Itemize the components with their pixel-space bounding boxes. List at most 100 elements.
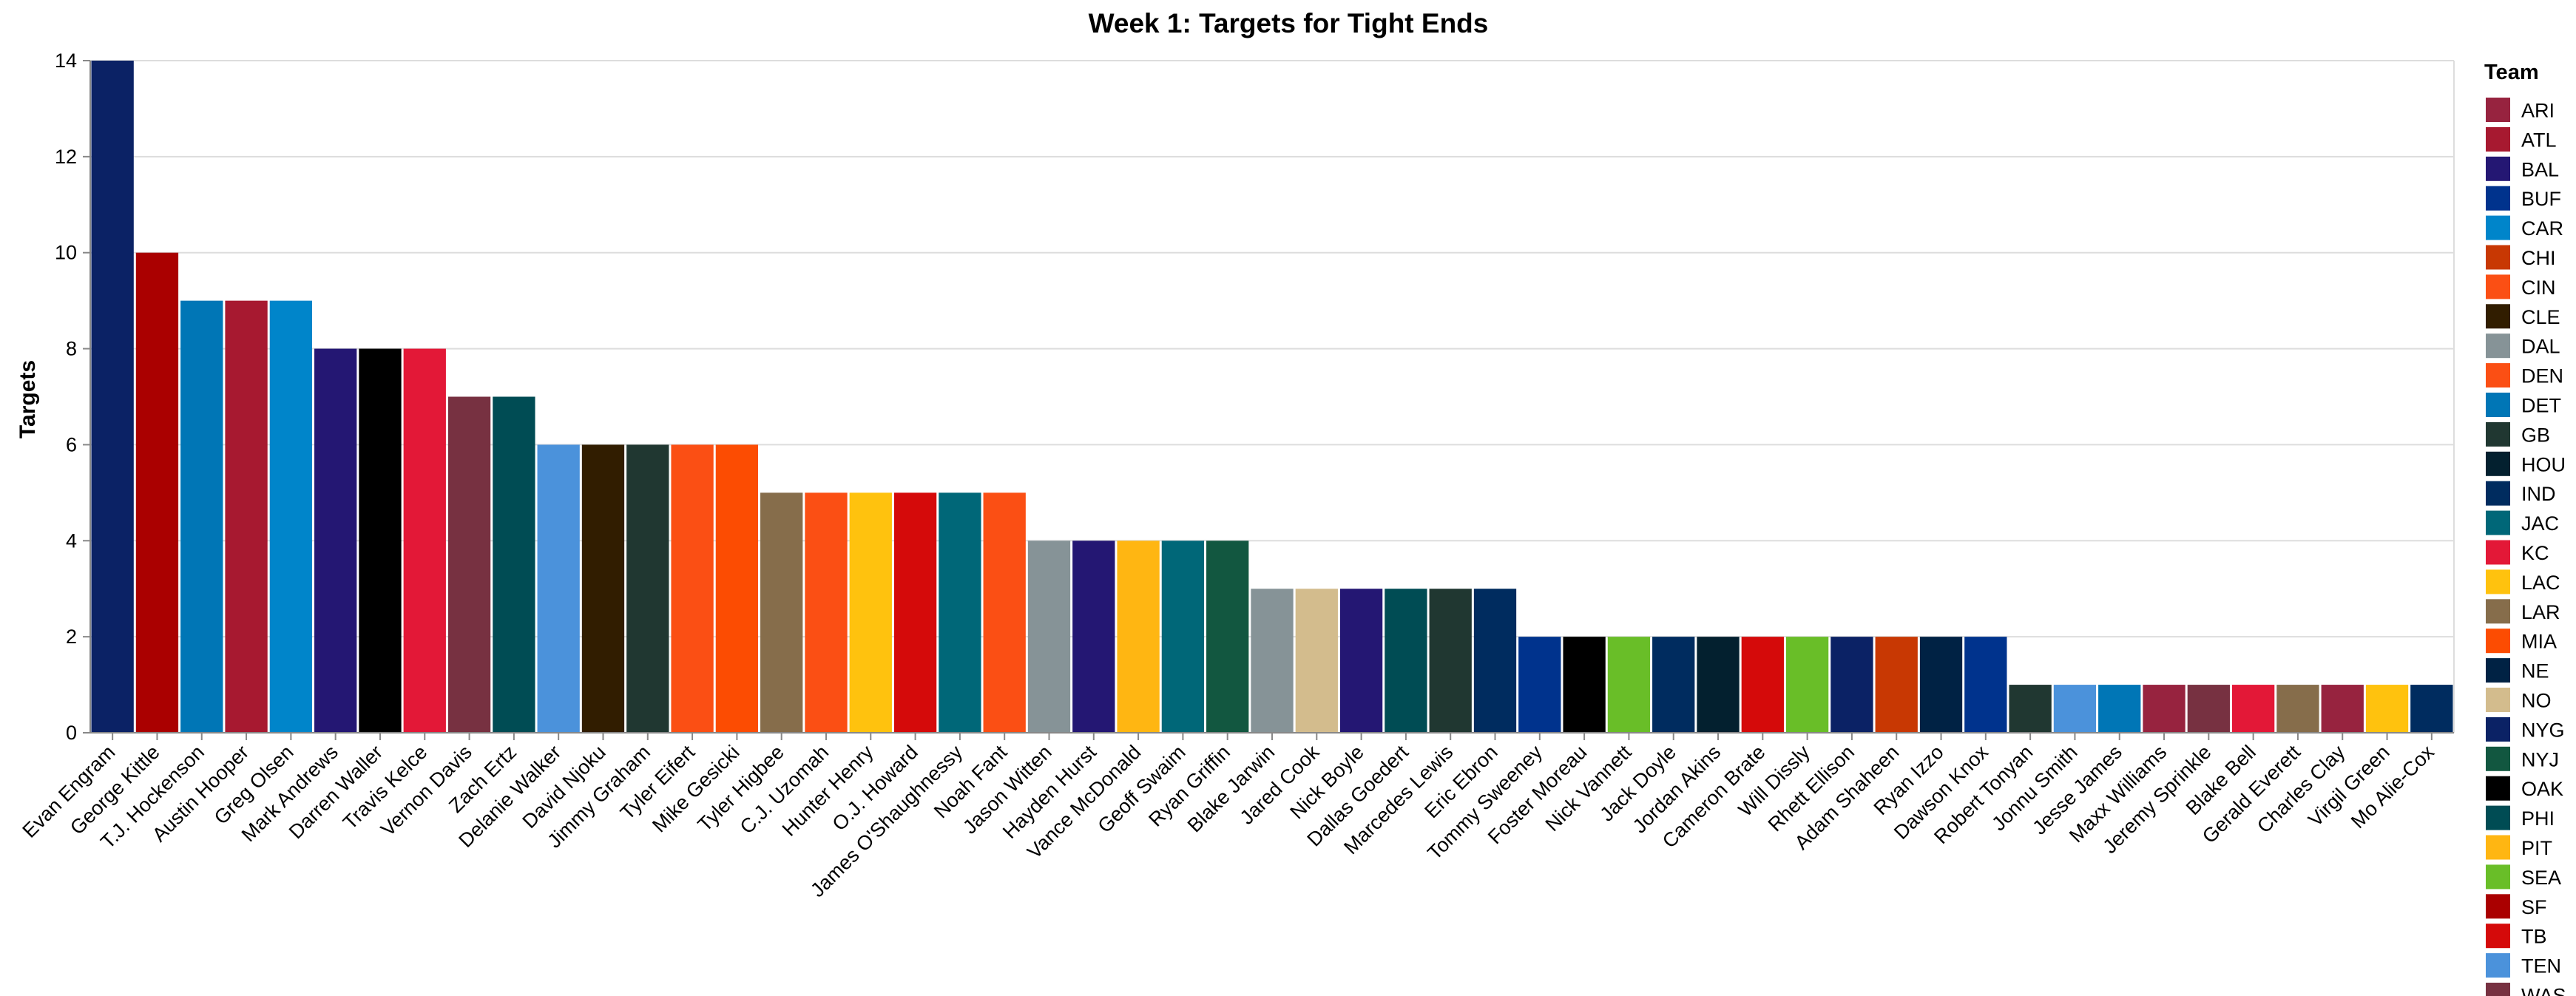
- bars: [91, 61, 2453, 734]
- legend: Team ARI ATL BAL BUF CAR CHI CIN CLE DAL DEN DET GB…: [2484, 61, 2566, 996]
- legend-swatch-lac: [2486, 569, 2510, 594]
- legend-label-nyj: NYJ: [2521, 748, 2559, 770]
- legend-swatch-bal: [2486, 156, 2510, 181]
- bar-hunter-henry: [849, 492, 892, 733]
- legend-label-atl: ATL: [2521, 129, 2557, 151]
- bar-rhett-ellison: [1830, 637, 1873, 733]
- bar-darren-waller: [359, 348, 402, 734]
- bar-jordan-akins: [1697, 637, 1740, 733]
- bar-tommy-sweeney: [1518, 637, 1561, 733]
- bar-hayden-hurst: [1072, 541, 1115, 733]
- bar-mike-gesicki: [715, 444, 759, 733]
- bar-adam-shaheen: [1875, 637, 1918, 733]
- bar-dawson-knox: [1964, 637, 2007, 733]
- bar-geoff-swaim: [1161, 541, 1205, 733]
- bar-t-j-hockenson: [180, 300, 223, 734]
- legend-label-phi: PHI: [2521, 807, 2555, 830]
- bar-cameron-brate: [1741, 637, 1784, 733]
- legend-label-hou: HOU: [2521, 453, 2566, 475]
- y-axis-title: Targets: [16, 360, 40, 438]
- bar-blake-bell: [2231, 685, 2275, 733]
- legend-label-car: CAR: [2521, 217, 2563, 240]
- legend-label-buf: BUF: [2521, 188, 2561, 210]
- legend-swatch-atl: [2486, 126, 2510, 152]
- legend-label-sf: SF: [2521, 896, 2547, 918]
- y-tick-label: 2: [66, 626, 77, 648]
- y-tick-label: 6: [66, 433, 77, 455]
- bar-tyler-eifert: [671, 444, 714, 733]
- y-tick-label: 0: [66, 722, 77, 744]
- bar-robert-tonyan: [2009, 685, 2052, 733]
- legend-label-ari: ARI: [2521, 100, 2555, 122]
- y-tick-label: 12: [55, 146, 77, 168]
- legend-label-tb: TB: [2521, 926, 2547, 948]
- y-tick-label: 14: [55, 50, 77, 72]
- legend-swatch-cle: [2486, 304, 2510, 329]
- bar-jared-cook: [1295, 589, 1338, 733]
- bar-charles-clay: [2321, 685, 2364, 733]
- legend-swatch-dal: [2486, 333, 2510, 359]
- legend-swatch-tb: [2486, 924, 2510, 949]
- bar-noah-fant: [983, 492, 1026, 733]
- bar-mo-alie-cox: [2410, 685, 2453, 733]
- bar-jason-witten: [1027, 541, 1071, 733]
- legend-label-ne: NE: [2521, 660, 2549, 682]
- bar-delanie-walker: [537, 444, 580, 733]
- legend-label-gb: GB: [2521, 424, 2550, 446]
- legend-swatch-buf: [2486, 186, 2510, 211]
- bar-ryan-izzo: [1919, 637, 1963, 733]
- bar-tyler-higbee: [760, 492, 803, 733]
- bar-jack-doyle: [1652, 637, 1695, 733]
- legend-swatch-gb: [2486, 421, 2510, 447]
- legend-label-oak: OAK: [2521, 778, 2563, 800]
- legend-swatch-det: [2486, 393, 2510, 417]
- bar-ryan-griffin: [1206, 541, 1249, 733]
- legend-swatch-mia: [2486, 629, 2510, 654]
- bar-will-dissly: [1785, 637, 1829, 733]
- legend-swatch-oak: [2486, 776, 2510, 801]
- legend-swatch-ind: [2486, 481, 2510, 506]
- bar-gerald-everett: [2276, 685, 2319, 733]
- bar-dallas-goedert: [1385, 589, 1427, 733]
- bar-jeremy-sprinkle: [2187, 685, 2230, 733]
- bar-nick-boyle: [1339, 589, 1383, 733]
- legend-label-dal: DAL: [2521, 336, 2560, 358]
- legend-items: ARI ATL BAL BUF CAR CHI CIN CLE DAL DEN DET GB HOU IN…: [2486, 98, 2566, 996]
- legend-swatch-no: [2486, 688, 2510, 712]
- bar-c-j-uzomah: [805, 492, 848, 733]
- legend-label-chi: CHI: [2521, 247, 2556, 269]
- legend-label-no: NO: [2521, 690, 2552, 712]
- legend-swatch-sf: [2486, 894, 2510, 919]
- bar-george-kittle: [135, 252, 179, 733]
- legend-swatch-nyg: [2486, 716, 2510, 742]
- legend-label-cin: CIN: [2521, 277, 2556, 299]
- bar-o-j-howard: [893, 492, 937, 733]
- legend-label-sea: SEA: [2521, 867, 2561, 889]
- bar-eric-ebron: [1473, 589, 1517, 733]
- chart-title: Week 1: Targets for Tight Ends: [1089, 8, 1489, 38]
- bar-vernon-davis: [447, 396, 491, 733]
- bar-marcedes-lewis: [1429, 589, 1472, 733]
- legend-swatch-car: [2486, 215, 2510, 240]
- legend-swatch-sea: [2486, 864, 2510, 890]
- bar-evan-engram: [91, 61, 134, 733]
- legend-swatch-phi: [2486, 805, 2510, 830]
- legend-label-mia: MIA: [2521, 631, 2557, 653]
- legend-swatch-jac: [2486, 510, 2510, 535]
- legend-swatch-nyj: [2486, 746, 2510, 771]
- bar-david-njoku: [581, 444, 625, 733]
- legend-label-lar: LAR: [2521, 601, 2560, 623]
- legend-label-pit: PIT: [2521, 837, 2552, 859]
- legend-label-was: WAS: [2521, 985, 2566, 996]
- bar-greg-olsen: [269, 300, 313, 734]
- y-axis: 0 2 4 6 8 10 12 14: [55, 50, 91, 744]
- legend-swatch-ne: [2486, 658, 2510, 683]
- bar-mark-andrews: [314, 348, 357, 734]
- bar-zach-ertz: [493, 396, 535, 733]
- legend-title: Team: [2484, 61, 2539, 84]
- bar-jonnu-smith: [2053, 685, 2097, 733]
- bar-foster-moreau: [1563, 637, 1606, 733]
- y-tick-label: 4: [66, 529, 77, 552]
